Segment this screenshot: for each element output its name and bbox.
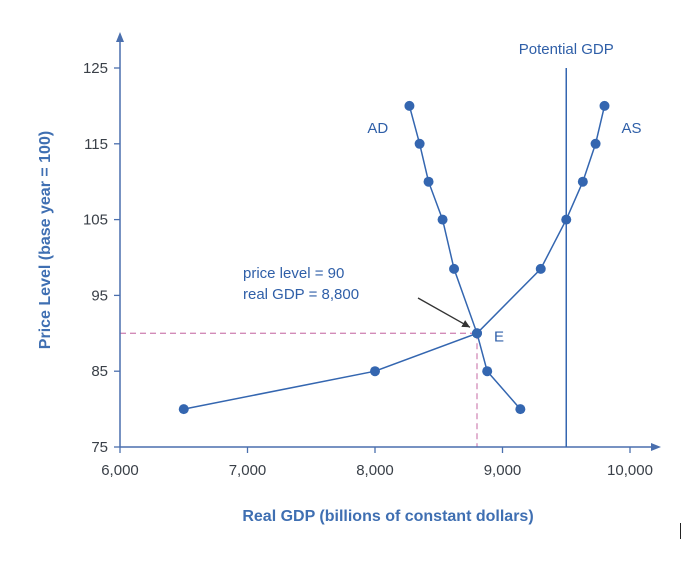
- ad-point-2: [414, 138, 425, 149]
- as-point-1: [178, 404, 189, 415]
- axis-ticks: 75 85 95 105 115 125 6,000 7,000 8,000 9,000 10,00…: [83, 60, 653, 479]
- y-axis-title: Price Level (base year = 100): [37, 131, 54, 349]
- text-cursor: [680, 523, 681, 539]
- as-label: AS: [622, 120, 642, 137]
- y-axis-arrow: [116, 32, 124, 42]
- x-axis-arrow: [651, 443, 661, 451]
- as-curve: [183, 105, 606, 410]
- as-point-2: [370, 366, 380, 377]
- x-tick-label: 8,000: [356, 462, 394, 479]
- annotation-real-gdp: real GDP = 8,800: [243, 286, 359, 303]
- ad-point-7: [482, 366, 493, 377]
- x-axis-title: Real GDP (billions of constant dollars): [242, 508, 533, 525]
- y-tick-label: 105: [83, 212, 108, 229]
- as-points: [178, 100, 610, 415]
- as-point-7: [590, 138, 601, 149]
- equilibrium-label: E: [494, 328, 504, 345]
- as-point-4: [535, 263, 546, 274]
- x-tick-label: 9,000: [484, 462, 522, 479]
- y-tick-label: 85: [91, 363, 108, 380]
- ad-label: AD: [367, 120, 388, 137]
- x-tick-label: 7,000: [229, 462, 267, 479]
- ad-point-3: [423, 176, 434, 187]
- x-tick-label: 6,000: [101, 462, 139, 479]
- y-tick-label: 95: [91, 287, 108, 304]
- annotation-arrow: [417, 297, 471, 328]
- as-point-8: [599, 100, 610, 111]
- ad-point-8: [515, 404, 526, 415]
- as-point-5: [561, 214, 572, 225]
- ad-point-5: [449, 263, 460, 274]
- ad-point-4: [437, 214, 448, 225]
- x-tick-label: 10,000: [607, 462, 653, 479]
- y-tick-label: 115: [84, 136, 108, 153]
- ad-point-1: [404, 100, 415, 111]
- annotation-price-level: price level = 90: [243, 265, 344, 282]
- potential-gdp-label: Potential GDP: [519, 41, 614, 58]
- as-point-6: [577, 176, 588, 187]
- y-tick-label: 75: [91, 439, 108, 456]
- y-tick-label: 125: [83, 60, 108, 77]
- ad-curve: [408, 105, 521, 410]
- ad-points: [404, 100, 526, 415]
- as-point-3: [472, 328, 482, 339]
